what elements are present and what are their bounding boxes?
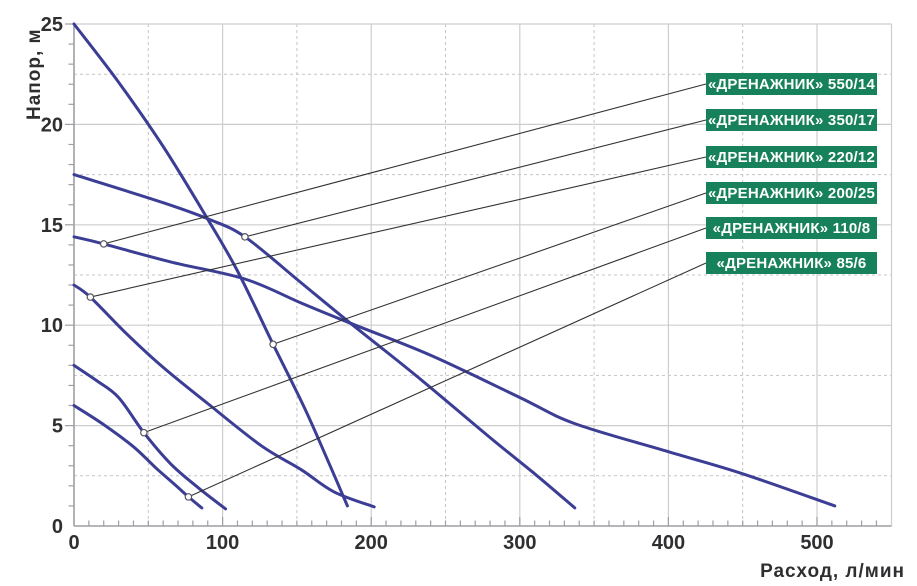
series-label-110/8: «ДРЕНАЖНИК» 110/8 (706, 217, 877, 239)
pump-curve-85/6 (72, 404, 204, 510)
y-tick-label-20: 20 (41, 114, 63, 136)
pump-curve-110/8 (72, 363, 228, 511)
series-label-550/14: «ДРЕНАЖНИК» 550/14 (706, 73, 877, 95)
series-label-85/6: «ДРЕНАЖНИК» 85/6 (706, 252, 877, 274)
curve-marker-550/14 (99, 240, 108, 248)
x-tick-label-0: 0 (68, 532, 79, 554)
pump-curve-550/14 (72, 235, 837, 508)
curve-marker-220/12 (86, 293, 95, 301)
pump-curve-200/25 (72, 22, 349, 508)
pump-curve-350/17 (72, 173, 577, 510)
leader-line-110/8 (143, 227, 707, 434)
series-label-200/25: «ДРЕНАЖНИК» 200/25 (706, 182, 877, 204)
x-tick-label-200: 200 (355, 532, 388, 554)
series-label-220/12: «ДРЕНАЖНИК» 220/12 (706, 146, 877, 168)
x-tick-label-300: 300 (503, 532, 536, 554)
y-tick-label-10: 10 (41, 315, 63, 337)
leader-line-85/6 (188, 262, 707, 498)
curve-marker-350/17 (241, 233, 249, 241)
leader-line-220/12 (90, 156, 707, 298)
pump-curve-220/12 (72, 283, 376, 509)
y-tick-label-0: 0 (52, 516, 63, 538)
leader-line-350/17 (244, 119, 707, 238)
leader-line-200/25 (272, 192, 707, 345)
curve-marker-85/6 (184, 493, 193, 501)
curve-marker-110/8 (140, 428, 148, 437)
y-tick-label-25: 25 (41, 14, 63, 36)
x-axis-title: Расход, л/мин (760, 561, 905, 582)
x-tick-label-500: 500 (800, 532, 833, 554)
y-axis-title: Напор, м (24, 28, 45, 120)
x-tick-label-400: 400 (652, 532, 685, 554)
y-tick-label-5: 5 (52, 416, 63, 438)
y-tick-label-15: 15 (41, 215, 63, 237)
leader-line-550/14 (103, 83, 707, 245)
x-tick-label-100: 100 (206, 532, 239, 554)
series-label-350/17: «ДРЕНАЖНИК» 350/17 (706, 109, 877, 131)
curve-marker-200/25 (269, 340, 277, 349)
